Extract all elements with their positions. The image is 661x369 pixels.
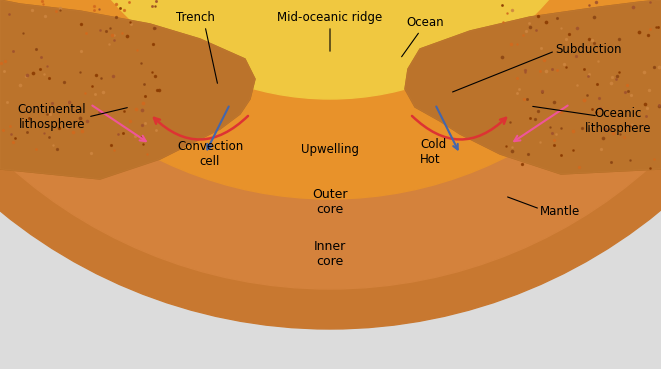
Polygon shape (0, 0, 255, 179)
Polygon shape (405, 0, 661, 174)
Circle shape (0, 0, 661, 289)
Text: Upwelling: Upwelling (301, 142, 359, 155)
Text: Hot: Hot (420, 152, 441, 166)
Circle shape (0, 0, 661, 329)
Circle shape (40, 0, 620, 99)
Text: Continental
lithosphere: Continental lithosphere (18, 103, 87, 131)
Text: Outer
core: Outer core (312, 188, 348, 216)
Text: Oceanic
lithosphere: Oceanic lithosphere (585, 107, 651, 135)
Text: Mid-oceanic ridge: Mid-oceanic ridge (278, 11, 383, 24)
Text: Trench: Trench (176, 11, 214, 24)
Polygon shape (405, 0, 661, 174)
Polygon shape (0, 0, 255, 179)
Text: Cold: Cold (420, 138, 446, 151)
Text: Convection
cell: Convection cell (177, 140, 243, 168)
Circle shape (0, 0, 661, 199)
Text: Ocean: Ocean (407, 16, 444, 29)
Text: Mantle: Mantle (540, 204, 580, 217)
Text: Inner
core: Inner core (314, 240, 346, 268)
Text: Subduction: Subduction (555, 42, 621, 55)
